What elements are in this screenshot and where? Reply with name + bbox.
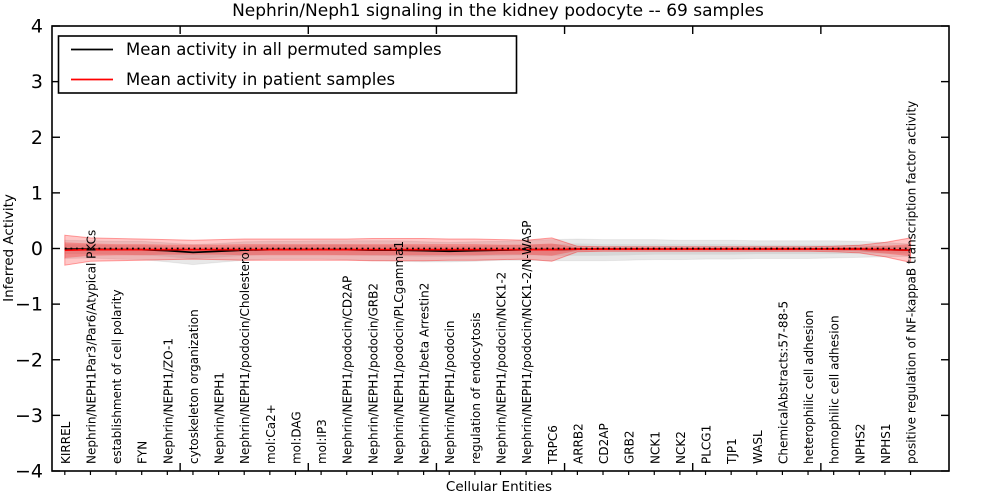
y-tick-label: 3 — [31, 71, 43, 93]
y-tick-label: 0 — [31, 238, 43, 260]
x-entity-label: Nephrin/NEPH1/podocin/CD2AP — [341, 276, 355, 464]
y-tick-label: −1 — [15, 294, 43, 316]
x-entity-label: homophilic cell adhesion — [828, 315, 842, 464]
x-entity-label: PLCG1 — [700, 425, 714, 464]
x-entity-label: WASL — [751, 430, 765, 464]
x-entity-label: Nephrin/NEPH1/ZO-1 — [161, 338, 175, 464]
x-entity-label: NCK2 — [674, 431, 688, 464]
legend-label-permuted: Mean activity in all permuted samples — [126, 40, 442, 59]
x-entity-label: Nephrin/NEPH1 — [213, 372, 227, 464]
x-entity-label: ARRB2 — [571, 423, 585, 464]
x-entity-label: heterophilic cell adhesion — [802, 310, 816, 464]
x-entity-label: TJP1 — [725, 438, 739, 465]
x-entity-label: mol:Ca2+ — [264, 404, 278, 464]
x-entity-label: Nephrin/NEPH1/beta Arrestin2 — [418, 283, 432, 464]
x-entity-label: GRB2 — [623, 430, 637, 464]
axes-frame — [51, 25, 950, 475]
series-lines — [64, 247, 911, 254]
legend-label-patient: Mean activity in patient samples — [126, 70, 395, 89]
x-axis-label: Cellular Entities — [446, 479, 552, 495]
x-entity-label: CD2AP — [597, 423, 611, 464]
x-entity-label: Nephrin/NEPH1/podocin/Cholesterol — [238, 249, 252, 464]
x-entity-label: KIRREL — [59, 421, 73, 464]
x-entity-label: Nephrin/NEPH1/podocin/PLCgamma1 — [392, 241, 406, 464]
x-entity-label: establishment of cell polarity — [110, 289, 124, 464]
y-tick-label: −4 — [15, 461, 43, 483]
legend: Mean activity in all permuted samples Me… — [57, 35, 518, 94]
x-entity-label: NPHS1 — [879, 424, 893, 465]
y-tick-label: −3 — [15, 405, 43, 427]
x-entity-label: Nephrin/NEPH1Par3/Par6/Atypical PKCs — [84, 230, 98, 464]
x-entity-label: mol:IP3 — [315, 419, 329, 464]
x-entity-label: ChemicalAbstracts:57-88-5 — [776, 301, 790, 464]
x-entity-label: TRPC6 — [546, 425, 560, 465]
x-entity-label: Nephrin/NEPH1/podocin/GRB2 — [366, 283, 380, 464]
x-entity-label: Nephrin/NEPH1/podocin — [443, 321, 457, 464]
y-tick-label: 1 — [31, 182, 43, 204]
y-tick-label: −2 — [15, 349, 43, 371]
x-entity-label: NPHS2 — [853, 424, 867, 465]
chart-title: Nephrin/Neph1 signaling in the kidney po… — [232, 1, 764, 21]
x-entity-label: NCK1 — [648, 431, 662, 464]
x-entity-label: Nephrin/NEPH1/podocin/NCK1-2/N-WASP — [520, 221, 534, 464]
legend-box — [57, 35, 518, 94]
x-entity-label: FYN — [136, 441, 150, 464]
patient-mean-line — [64, 248, 911, 252]
y-tick-label: 4 — [31, 16, 43, 38]
y-axis-label: Inferred Activity — [1, 194, 17, 302]
x-entity-label: mol:DAG — [289, 411, 303, 464]
x-entity-label: positive regulation of NF-kappaB transcr… — [905, 101, 919, 464]
tick-labels: −4 −3 −2 −1 0 1 2 3 4 KIRREL Nephrin/NEPH1Par3/Par… — [15, 16, 919, 483]
y-tick-label: 2 — [31, 127, 43, 149]
x-entity-label: cytoskeleton organization — [187, 309, 201, 464]
x-entity-label: regulation of endocytosis — [469, 312, 483, 464]
permuted-spread-outer-band — [64, 238, 912, 266]
x-entity-label: Nephrin/NEPH1/podocin/NCK1-2 — [495, 272, 509, 464]
